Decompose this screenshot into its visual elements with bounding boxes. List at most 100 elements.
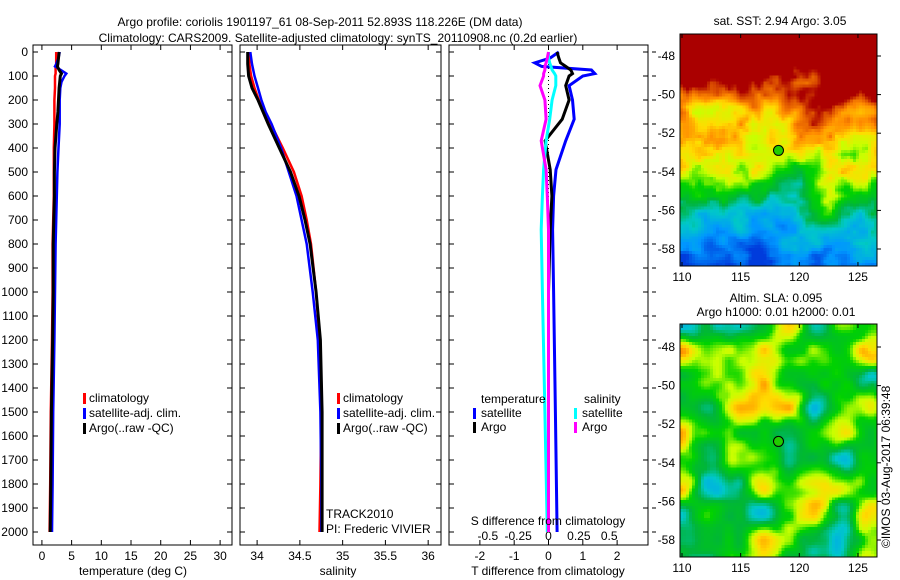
y-tick-label: 1900	[1, 501, 28, 515]
legend-swatch	[574, 422, 577, 433]
map-x-tick-label: 120	[789, 561, 809, 575]
map-y-tick-label: -50	[658, 88, 676, 102]
map-y-tick-label: -52	[658, 417, 676, 431]
sla-map-panel: 110 115 120 125 -48 -50 -52 -54 -56 -58	[658, 323, 881, 575]
map-y-tick-label: -50	[658, 379, 676, 393]
x-tick-label: 15	[124, 549, 138, 563]
x-tick-label: 34	[250, 549, 264, 563]
x-tick-label: -2	[475, 549, 486, 563]
legend-swatch	[83, 408, 86, 419]
x-tick-label: 0	[39, 549, 46, 563]
x-tick-label: 35.5	[374, 549, 398, 563]
series-argo-raw-qc-	[48, 51, 64, 533]
legend-label: satellite-adj. clim.	[89, 406, 181, 420]
y-tick-label: 1800	[1, 477, 28, 491]
y-tick-label: 1300	[1, 357, 28, 371]
y-tick-label: 900	[8, 261, 28, 275]
series-salinity-satellite	[539, 52, 558, 533]
sla-map-title-2: Argo h1000: 0.01 h2000: 0.01	[697, 305, 856, 319]
map-y-tick-label: -56	[658, 494, 676, 508]
legend-label: satellite	[481, 406, 522, 420]
y-tick-label: 1000	[1, 285, 28, 299]
legend-label: satellite-adj. clim.	[343, 406, 435, 420]
s-tick-label: 0.25	[567, 529, 591, 543]
y-tick-label: 1400	[1, 381, 28, 395]
series-temperature-satellite	[530, 50, 598, 533]
legend-label: Argo(..raw -QC)	[89, 421, 174, 435]
x-tick-label: 2	[614, 549, 621, 563]
y-tick-label: 1700	[1, 453, 28, 467]
legend-swatch	[337, 423, 340, 434]
y-tick-label: 600	[8, 189, 28, 203]
x-tick-label: 20	[154, 549, 168, 563]
series-climatology	[248, 52, 323, 533]
y-tick-label: 1600	[1, 429, 28, 443]
legend-swatch	[574, 408, 577, 419]
legend-title-temperature: temperature	[481, 392, 546, 406]
series-salinity-argo	[538, 51, 550, 532]
x-tick-label: 10	[95, 549, 109, 563]
salinity-xlabel: salinity	[320, 564, 357, 578]
panel-frame	[32, 44, 233, 546]
legend-swatch	[83, 423, 86, 434]
track-annotation: TRACK2010	[326, 507, 394, 521]
x-tick-label: 34.5	[288, 549, 312, 563]
s-tick-label: 0.5	[601, 529, 618, 543]
map-x-tick-label: 120	[789, 270, 809, 284]
map-x-tick-label: 125	[848, 270, 868, 284]
map-y-tick-label: -58	[658, 242, 676, 256]
x-tick-label: 1	[579, 549, 586, 563]
y-tick-label: 300	[8, 117, 28, 131]
title-line2: Climatology: CARS2009. Satellite-adjuste…	[99, 31, 578, 45]
x-tick-label: 36	[421, 549, 435, 563]
map-y-tick-label: -54	[658, 456, 676, 470]
s-tick-label: -0.25	[504, 529, 532, 543]
title-line1: Argo profile: coriolis 1901197_61 08-Sep…	[118, 15, 523, 29]
panel-frame	[239, 44, 442, 546]
y-tick-label: 400	[8, 141, 28, 155]
map-frame	[679, 33, 878, 267]
salinity-panel: 34 34.5 35 35.5 36 climatologysatellite-adj. …	[239, 44, 442, 563]
map-x-tick-label: 125	[848, 561, 868, 575]
x-tick-label: 5	[68, 549, 75, 563]
legend-swatch	[337, 408, 340, 419]
legend-label: climatology	[343, 391, 403, 405]
t-diff-xlabel: T difference from climatology	[471, 564, 625, 578]
y-tick-label: 700	[8, 213, 28, 227]
y-tick-label: 200	[8, 93, 28, 107]
map-y-tick-label: -58	[658, 533, 676, 547]
map-x-tick-label: 110	[672, 270, 691, 284]
legend-swatch	[473, 408, 476, 419]
x-tick-label: 25	[184, 549, 198, 563]
map-y-tick-label: -54	[658, 165, 676, 179]
argo-location-marker	[772, 144, 784, 156]
x-tick-label: 0	[545, 549, 552, 563]
legend-swatch	[83, 393, 86, 404]
sst-map-title: sat. SST: 2.94 Argo: 3.05	[714, 14, 847, 28]
argo-location-marker	[772, 435, 784, 447]
y-tick-label: 1500	[1, 405, 28, 419]
map-y-tick-label: -56	[658, 203, 676, 217]
y-tick-label: 800	[8, 237, 28, 251]
map-x-tick-label: 110	[672, 561, 691, 575]
legend-label: Argo	[582, 420, 608, 434]
series-argo-raw-qc-	[246, 52, 324, 532]
legend-swatch	[473, 422, 476, 433]
y-tick-label: 500	[8, 165, 28, 179]
legend-label: climatology	[89, 391, 149, 405]
legend-label: satellite	[582, 406, 623, 420]
y-tick-label: 0	[21, 45, 28, 59]
imos-credit: ©IMOS 03-Aug-2017 06:39:48	[879, 385, 893, 548]
legend-swatch	[337, 393, 340, 404]
map-y-tick-label: -52	[658, 126, 676, 140]
s-tick-label: 0	[545, 529, 552, 543]
series-satellite-adj-clim-	[249, 51, 323, 532]
sla-map-title-1: Altim. SLA: 0.095	[730, 291, 823, 305]
difference-panel: -2 -1 0 1 2 -0.5 -0.25 0 0.25 0.5 temperature salin…	[448, 44, 656, 563]
map-y-tick-label: -48	[658, 340, 676, 354]
pi-annotation: PI: Frederic VIVIER	[326, 522, 431, 536]
x-tick-label: -1	[509, 549, 520, 563]
y-tick-label: 1100	[2, 309, 28, 323]
map-frame	[679, 323, 878, 558]
